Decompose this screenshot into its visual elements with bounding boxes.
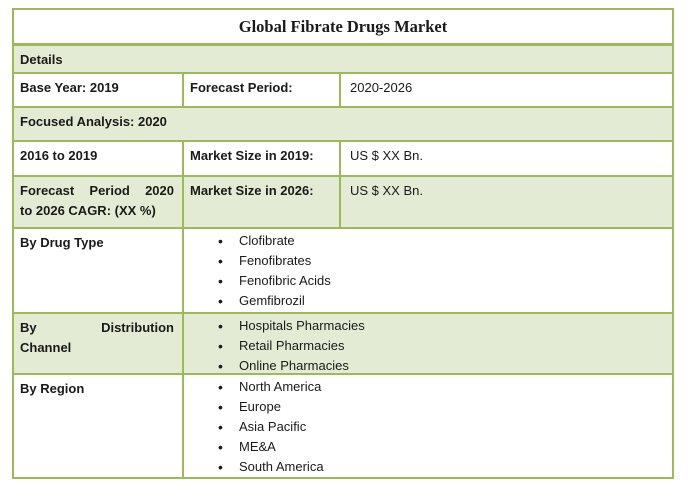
focused-analysis-row: Focused Analysis: 2020 [14, 108, 672, 142]
historical-period-row: 2016 to 2019 Market Size in 2019: US $ X… [14, 142, 672, 177]
word: 2020 [145, 183, 174, 198]
bullet-item: North America [218, 377, 666, 397]
market-size-2019-value: US $ XX Bn. [350, 148, 423, 163]
table-title: Global Fibrate Drugs Market [238, 17, 448, 36]
historical-period-label: 2016 to 2019 [14, 142, 184, 175]
bullet-item: South America [218, 457, 666, 477]
table-title-row: Global Fibrate Drugs Market [14, 10, 672, 46]
forecast-cagr-label: Forecast Period 2020 to 2026 CAGR: (XX %) [14, 177, 184, 227]
word: By [20, 320, 37, 335]
forecast-cagr-row: Forecast Period 2020 to 2026 CAGR: (XX %) … [14, 177, 672, 229]
base-year-row: Base Year: 2019 Forecast Period: 2020-20… [14, 74, 672, 108]
distribution-channel-row: By Distribution Channel Hospitals Pharmac… [14, 314, 672, 375]
drug-type-row: By Drug Type ClofibrateFenofibratesFenof… [14, 229, 672, 314]
forecast-period-value: 2020-2026 [350, 80, 413, 95]
bullet-item: Gemfibrozil [218, 291, 666, 311]
bullet-item: Europe [218, 397, 666, 417]
drug-type-list: ClofibrateFenofibratesFenofibric AcidsGe… [190, 231, 666, 311]
focused-analysis-label: Focused Analysis: 2020 [20, 114, 167, 129]
bullet-item: Fenofibric Acids [218, 271, 666, 291]
market-size-2026-label: Market Size in 2026: [184, 177, 341, 227]
base-year-label: Base Year: 2019 [14, 74, 184, 106]
forecast-period-label: Forecast Period: [184, 74, 341, 106]
distribution-channel-values: Hospitals PharmaciesRetail PharmaciesOnl… [184, 314, 672, 373]
forecast-cagr-label-line2: to 2026 CAGR: (XX %) [20, 203, 156, 218]
bullet-item: ME&A [218, 437, 666, 457]
word: Forecast [20, 183, 75, 198]
forecast-cagr-label-line1: Forecast Period 2020 [20, 181, 176, 201]
bullet-item: Asia Pacific [218, 417, 666, 437]
details-header-row: Details [14, 46, 672, 74]
bullet-item: Hospitals Pharmacies [218, 316, 666, 336]
market-summary-table: Global Fibrate Drugs Market Details Base… [12, 8, 674, 479]
bullet-item: Online Pharmacies [218, 356, 666, 373]
details-header-label: Details [20, 52, 63, 67]
region-label: By Region [14, 375, 184, 477]
bullet-item: Fenofibrates [218, 251, 666, 271]
region-values: North AmericaEuropeAsia PacificME&ASouth… [184, 375, 672, 477]
drug-type-values: ClofibrateFenofibratesFenofibric AcidsGe… [184, 229, 672, 312]
word: Distribution [101, 320, 174, 335]
distribution-channel-label-line2: Channel [20, 340, 72, 355]
bullet-item: Clofibrate [218, 231, 666, 251]
region-list: North AmericaEuropeAsia PacificME&ASouth… [190, 377, 666, 477]
market-size-2019-label: Market Size in 2019: [184, 142, 341, 175]
distribution-channel-label: By Distribution Channel [14, 314, 184, 373]
market-size-2026-value: US $ XX Bn. [350, 183, 423, 198]
bullet-item: Retail Pharmacies [218, 336, 666, 356]
word: Period [89, 183, 130, 198]
distribution-channel-list: Hospitals PharmaciesRetail PharmaciesOnl… [190, 316, 666, 373]
drug-type-label: By Drug Type [14, 229, 184, 312]
distribution-channel-label-line1: By Distribution [20, 318, 176, 338]
region-row: By Region North AmericaEuropeAsia Pacifi… [14, 375, 672, 477]
